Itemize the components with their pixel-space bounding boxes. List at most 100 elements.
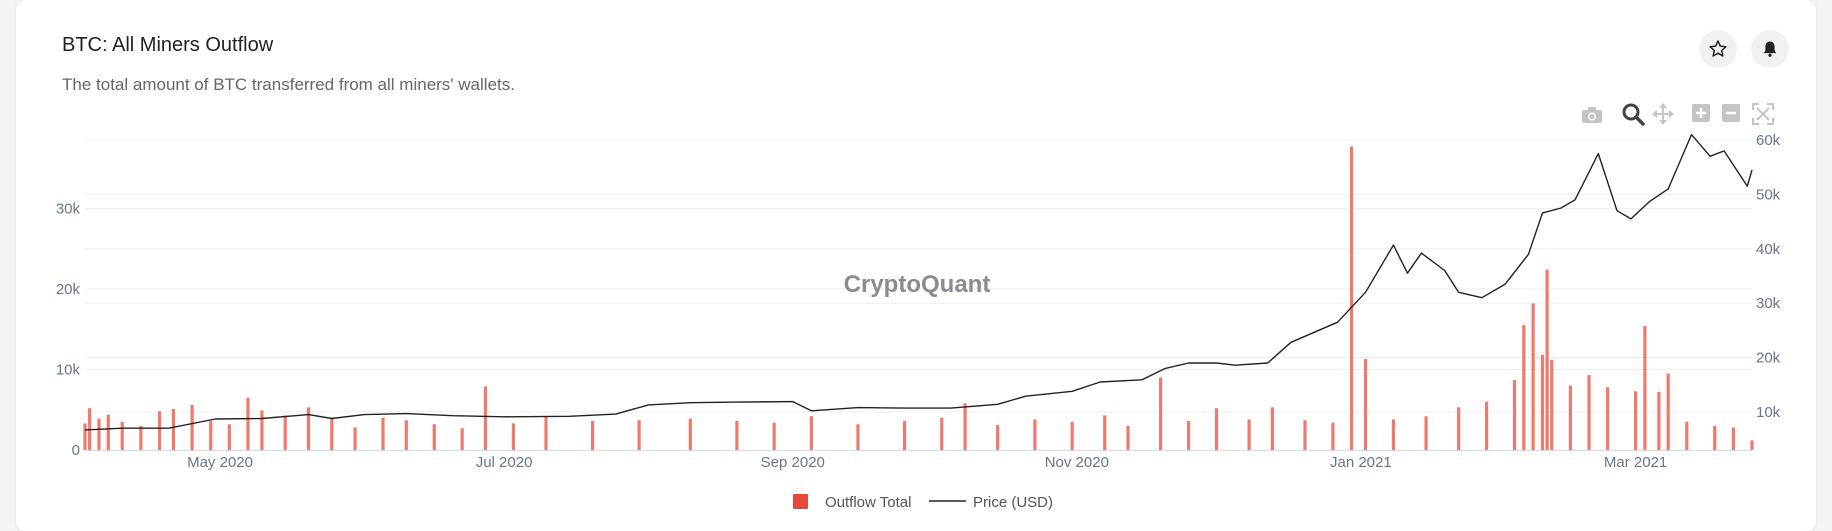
bar-18 — [404, 420, 408, 450]
bar-46 — [1349, 146, 1354, 450]
bar-14 — [306, 407, 311, 450]
bar-54 — [1531, 303, 1535, 450]
grid-lines — [85, 139, 1752, 451]
bar-45 — [1331, 422, 1335, 450]
bar-39 — [1159, 377, 1163, 450]
bar-19 — [432, 424, 436, 450]
bar-32 — [940, 417, 944, 450]
x-tick-label-4: Jan 2021 — [1330, 454, 1392, 471]
y-left-tick-label-3: 30k — [56, 200, 81, 217]
bar-15 — [330, 417, 334, 450]
legend-item-outflow[interactable]: Outflow Total — [793, 494, 911, 511]
price-line — [84, 133, 1753, 431]
zoom-out-icon[interactable] — [1722, 104, 1740, 122]
bar-57 — [1550, 359, 1554, 450]
bar-63 — [1657, 392, 1661, 450]
y-right-tick-label-1: 20k — [1756, 350, 1781, 367]
bar-55 — [1540, 354, 1545, 450]
y-left-tick-label-0: 0 — [72, 442, 80, 459]
bar-23 — [544, 416, 548, 450]
bar-28 — [772, 422, 776, 450]
x-tick-label-2: Sep 2020 — [761, 454, 825, 471]
bar-61 — [1633, 391, 1638, 450]
bar-10 — [227, 424, 231, 450]
bar-47 — [1363, 359, 1368, 450]
bar-50 — [1457, 407, 1461, 450]
x-tick-label-3: Nov 2020 — [1045, 454, 1109, 471]
chart-subtitle: The total amount of BTC transferred from… — [62, 75, 515, 94]
autoscale-icon[interactable] — [1752, 103, 1774, 125]
bar-49 — [1424, 416, 1428, 450]
bar-65 — [1685, 421, 1689, 450]
bar-36 — [1070, 421, 1074, 450]
bar-48 — [1391, 419, 1396, 450]
bar-26 — [688, 418, 692, 450]
bar-17 — [381, 417, 385, 450]
y-right-tick-label-2: 30k — [1756, 295, 1781, 312]
bar-52 — [1512, 379, 1517, 450]
bar-38 — [1126, 425, 1130, 450]
bar-4 — [120, 421, 124, 450]
bar-51 — [1484, 401, 1489, 450]
bar-22 — [511, 423, 515, 450]
watermark: CryptoQuant — [844, 271, 991, 298]
bar-13 — [283, 415, 287, 450]
bar-30 — [856, 424, 860, 450]
bar-series — [83, 146, 1754, 450]
bar-0 — [83, 423, 87, 450]
bar-33 — [963, 403, 967, 450]
y-left-tick-label-2: 20k — [56, 281, 81, 298]
bar-24 — [590, 421, 595, 450]
bar-64 — [1666, 373, 1670, 450]
bar-44 — [1303, 420, 1307, 450]
bar-3 — [106, 414, 110, 450]
chart-title: BTC: All Miners Outflow — [62, 34, 274, 56]
bar-62 — [1643, 326, 1647, 450]
zoom-in-icon[interactable] — [1692, 104, 1710, 122]
bar-25 — [637, 420, 641, 450]
bar-40 — [1186, 421, 1191, 450]
bar-42 — [1247, 419, 1251, 450]
y-left-tick-label-1: 10k — [56, 361, 81, 378]
x-tick-label-0: May 2020 — [187, 454, 253, 471]
bar-59 — [1587, 375, 1591, 450]
bar-67 — [1731, 427, 1735, 450]
x-tick-label-5: Mar 2021 — [1604, 454, 1667, 471]
axis-ticks: 0 10k 20k 30k 10k 20k 30k 40k 50k 60k May 2020 Jul … — [56, 132, 1781, 471]
bar-27 — [735, 421, 739, 450]
y-right-tick-label-4: 50k — [1756, 186, 1781, 203]
star-icon — [1709, 40, 1727, 57]
bar-60 — [1606, 387, 1610, 450]
bar-56 — [1545, 269, 1549, 450]
favorite-button[interactable] — [1699, 30, 1737, 68]
camera-icon[interactable] — [1582, 107, 1602, 123]
bar-2 — [97, 418, 101, 450]
bar-11 — [246, 397, 250, 450]
legend-item-price[interactable]: Price (USD) — [929, 494, 1053, 511]
pan-icon[interactable] — [1652, 103, 1674, 125]
bar-7 — [171, 408, 176, 450]
bell-icon — [1763, 41, 1777, 57]
legend: Outflow Total Price (USD) — [793, 494, 1053, 511]
bar-37 — [1103, 415, 1107, 450]
zoom-icon[interactable] — [1622, 103, 1645, 126]
legend-label-price: Price (USD) — [973, 494, 1053, 511]
bar-68 — [1750, 440, 1754, 450]
bar-66 — [1713, 425, 1717, 450]
bar-43 — [1270, 407, 1274, 450]
bar-35 — [1033, 419, 1037, 450]
bar-29 — [809, 416, 814, 450]
x-tick-label-1: Jul 2020 — [476, 454, 533, 471]
y-right-tick-label-3: 40k — [1756, 241, 1781, 258]
bar-5 — [139, 425, 143, 450]
bar-21 — [483, 386, 488, 450]
legend-swatch-outflow — [793, 494, 808, 509]
bar-20 — [460, 428, 464, 450]
bar-8 — [190, 404, 194, 450]
alert-button[interactable] — [1751, 30, 1789, 68]
legend-label-outflow: Outflow Total — [825, 494, 911, 511]
bar-58 — [1568, 385, 1572, 450]
bar-34 — [996, 425, 1000, 450]
bar-9 — [209, 421, 213, 450]
